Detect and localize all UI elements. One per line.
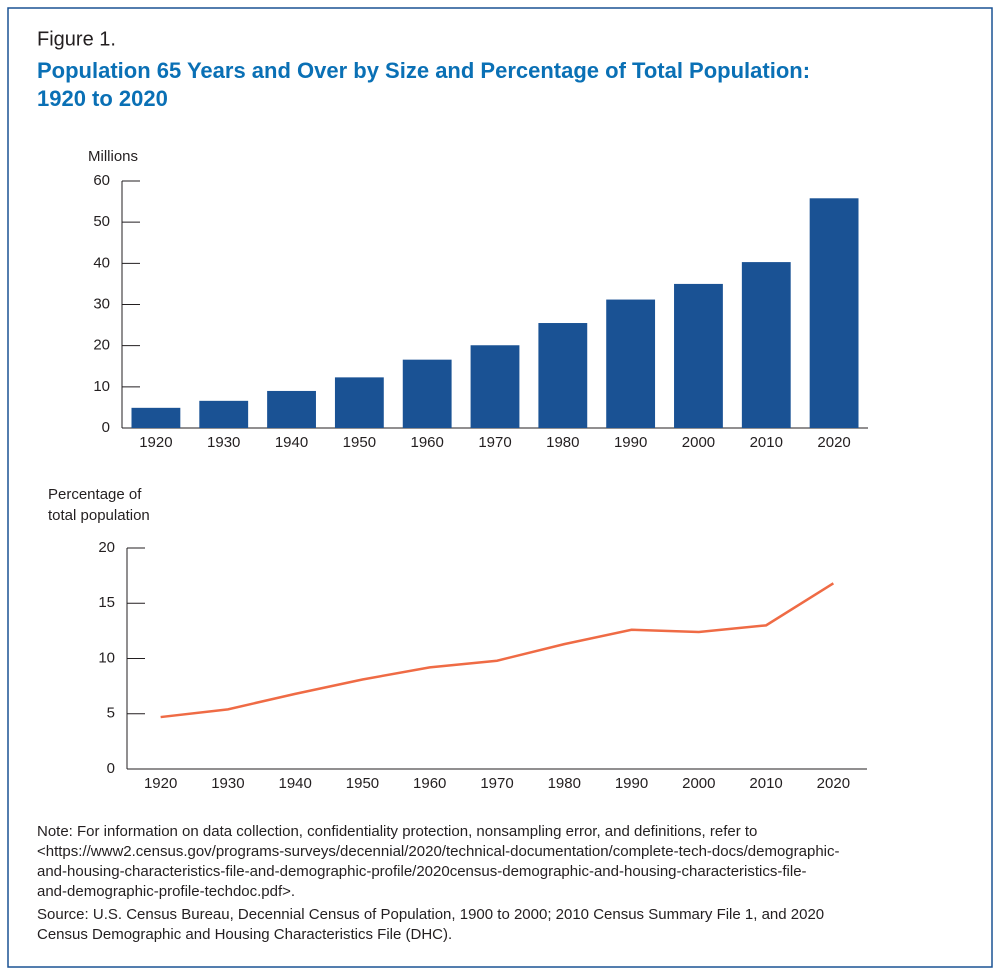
x-tick-label: 1990 [614, 434, 647, 451]
bar [606, 299, 656, 428]
x-tick-label: 1940 [275, 434, 308, 451]
x-tick-label: 1930 [211, 775, 244, 792]
x-tick-label: 2010 [749, 775, 782, 792]
y-tick-label: 0 [102, 419, 110, 436]
y-axis-label: Percentage of [48, 486, 142, 503]
y-axis-label: total population [48, 507, 150, 524]
x-tick-label: 1920 [139, 434, 172, 451]
x-tick-label: 2000 [682, 775, 715, 792]
x-tick-label: 1970 [480, 775, 513, 792]
note: and-housing-characteristics-file-and-dem… [37, 863, 807, 880]
note: and-demographic-profile-techdoc.pdf>. [37, 883, 295, 900]
x-tick-label: 1960 [410, 434, 443, 451]
bar [402, 359, 452, 428]
bar [741, 262, 791, 428]
x-tick-label: 1940 [278, 775, 311, 792]
x-tick-label: 1950 [343, 434, 376, 451]
x-tick-label: 1980 [546, 434, 579, 451]
y-tick-label: 10 [98, 649, 115, 666]
y-tick-label: 50 [93, 213, 110, 230]
bar [674, 283, 723, 428]
x-tick-label: 1990 [615, 775, 648, 792]
note: Note: For information on data collection… [37, 823, 757, 840]
x-tick-label: 2010 [750, 434, 783, 451]
x-tick-label: 1980 [548, 775, 581, 792]
line [160, 582, 835, 719]
y-tick-label: 30 [93, 295, 110, 312]
chart-title: Population 65 Years and Over by Size and… [37, 58, 810, 83]
bar [199, 400, 249, 428]
source: Source: U.S. Census Bureau, Decennial Ce… [37, 906, 824, 923]
x-tick-label: 1930 [207, 434, 240, 451]
bar [809, 198, 859, 428]
x-tick-label: 1960 [413, 775, 446, 792]
y-tick-label: 20 [93, 337, 110, 354]
note: <https://www2.census.gov/programs-survey… [37, 843, 840, 860]
x-tick-label: 2020 [817, 434, 850, 451]
y-tick-label: 40 [93, 254, 110, 271]
chart-title: 1920 to 2020 [37, 86, 168, 111]
x-tick-label: 1970 [478, 434, 511, 451]
y-tick-label: 60 [93, 172, 110, 189]
y-tick-label: 15 [98, 594, 115, 611]
x-tick-label: 1920 [144, 775, 177, 792]
figure-label: Figure 1. [37, 28, 116, 50]
x-tick-label: 2000 [682, 434, 715, 451]
x-tick-label: 2020 [817, 775, 850, 792]
y-axis-label: Millions [88, 148, 138, 165]
y-tick-label: 10 [93, 378, 110, 395]
y-tick-label: 5 [107, 705, 115, 722]
bar [538, 323, 588, 428]
bar [334, 377, 384, 428]
x-tick-label: 1950 [346, 775, 379, 792]
frame [7, 7, 993, 968]
bar [131, 407, 181, 428]
y-tick-label: 20 [98, 539, 115, 556]
bar [267, 390, 316, 428]
bar [470, 345, 520, 428]
y-tick-label: 0 [107, 760, 115, 777]
source: Census Demographic and Housing Character… [37, 926, 452, 943]
